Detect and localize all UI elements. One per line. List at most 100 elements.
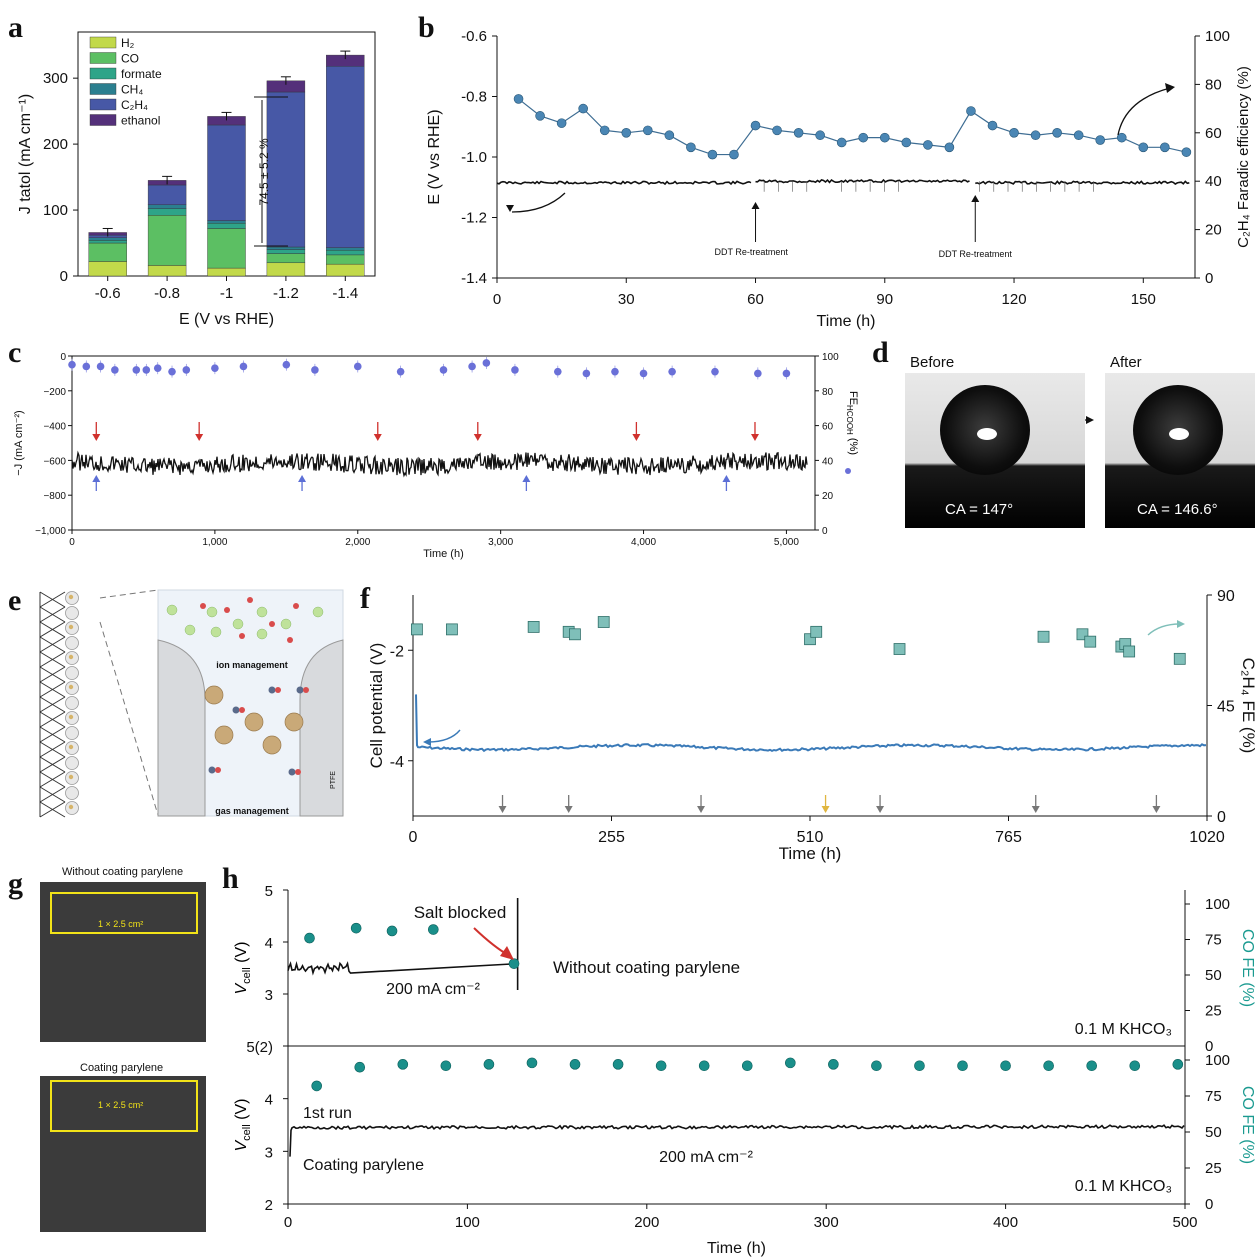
particle-core <box>69 745 73 749</box>
fe-point <box>785 1058 795 1068</box>
panel-g-without-photo: 1 × 2.5 cm² <box>40 882 206 1042</box>
red-arrow-head <box>374 434 382 441</box>
ion-management-label: ion management <box>216 660 288 670</box>
y-axis-label-left: −J (mA cm⁻²) <box>13 410 25 475</box>
first-run-label: 1st run <box>303 1105 352 1122</box>
y-tick-label-right: 60 <box>1205 125 1222 142</box>
y-tick-label: 200 <box>43 136 68 153</box>
y-tick-label-left: 3 <box>265 987 273 1004</box>
particle <box>66 757 79 770</box>
ion <box>167 605 177 615</box>
x-tick-label: 4,000 <box>631 537 656 548</box>
arrow-head <box>506 205 514 212</box>
potential-trace <box>756 180 970 183</box>
without-coating-label: Without coating parylene <box>553 958 740 977</box>
ion-red <box>247 597 253 603</box>
legend-marker <box>845 468 851 474</box>
y-tick-label-right: 40 <box>1205 173 1222 190</box>
gas-management-label: gas management <box>215 806 289 816</box>
y-tick-label-left: −400 <box>43 422 66 433</box>
particle-core <box>69 595 73 599</box>
x-tick-label: 90 <box>876 291 893 308</box>
fe-point <box>1173 1059 1183 1069</box>
y-tick-label-left: 5(2) <box>246 1039 273 1056</box>
fe-point <box>902 138 911 147</box>
x-axis-label: Time (h) <box>707 1240 766 1257</box>
panel-d-before-photo: CA = 147° <box>905 373 1085 528</box>
event-arrow-head <box>822 806 830 813</box>
ion <box>185 625 195 635</box>
x-axis-label: Time (h) <box>423 548 464 560</box>
x-tick-label: -1.2 <box>273 285 299 302</box>
fe-point <box>622 128 631 137</box>
blue-arrow-head <box>92 475 100 482</box>
fe-point <box>643 126 652 135</box>
panel-label-g: g <box>8 867 23 900</box>
bar-segment <box>326 264 364 276</box>
fe-point <box>514 94 523 103</box>
fe-point <box>183 366 191 374</box>
fe-point <box>536 111 545 120</box>
y-tick-label-left: 3 <box>265 1144 273 1161</box>
panel-g-without-title: Without coating parylene <box>62 866 183 878</box>
current-trace <box>72 453 807 476</box>
fe-point <box>945 143 954 152</box>
ca-after-label: CA = 146.6° <box>1137 501 1218 518</box>
fe-point <box>1174 653 1185 664</box>
fe-point <box>1085 636 1096 647</box>
panel-label-d: d <box>872 336 889 369</box>
fe-point <box>923 140 932 149</box>
cu-particle <box>263 736 281 754</box>
potential-trace <box>497 181 751 184</box>
fe-point <box>82 363 90 371</box>
event-arrow-head <box>499 806 507 813</box>
fe-point <box>527 1058 537 1068</box>
y-tick-label: 300 <box>43 70 68 87</box>
fe-point <box>354 363 362 371</box>
event-arrow-head <box>565 806 573 813</box>
fe-point <box>579 104 588 113</box>
x-tick-label: 30 <box>618 291 635 308</box>
y-tick-label-left: 4 <box>265 935 273 952</box>
bar-segment <box>89 240 127 243</box>
fe-point <box>283 361 291 369</box>
particle <box>66 607 79 620</box>
fe-point <box>751 121 760 130</box>
bar-segment <box>326 248 364 251</box>
fe-point <box>143 366 151 374</box>
fe-point <box>483 359 491 367</box>
y-tick-label-right: 60 <box>822 422 834 433</box>
ion <box>313 607 323 617</box>
fe-point <box>68 361 76 369</box>
y-tick-label-right: 20 <box>1205 222 1222 239</box>
salt-blocked-label: Salt blocked <box>414 903 507 922</box>
y-tick-label-left: −800 <box>43 491 66 502</box>
fe-point <box>509 959 519 969</box>
particle-core <box>69 775 73 779</box>
bar-segment <box>148 265 186 276</box>
fe-point <box>988 121 997 130</box>
ion <box>257 629 267 639</box>
fe-point <box>355 1062 365 1072</box>
y-tick-label-left: −200 <box>43 387 66 398</box>
x-tick-label: -1 <box>220 285 233 302</box>
legend-swatch <box>90 115 116 126</box>
ion-red <box>239 633 245 639</box>
fe-point <box>1096 136 1105 145</box>
fe-point <box>1160 143 1169 152</box>
particle <box>66 667 79 680</box>
particle-core <box>69 805 73 809</box>
fe-point <box>570 1059 580 1069</box>
y-tick-label-right: 0 <box>1217 809 1226 826</box>
fe-point <box>837 138 846 147</box>
coating-label: Coating parylene <box>303 1157 424 1174</box>
fe-point <box>1087 1061 1097 1071</box>
annotation-label: DDT Re-treatment <box>939 249 1013 259</box>
gas-molecule <box>239 707 245 713</box>
legend-entry: H₂ <box>121 36 135 50</box>
curved-arrow-left <box>428 730 460 742</box>
panel-d-after-label: After <box>1110 354 1142 371</box>
fe-point <box>1130 1061 1140 1071</box>
y-tick-label-left: -4 <box>390 754 404 771</box>
